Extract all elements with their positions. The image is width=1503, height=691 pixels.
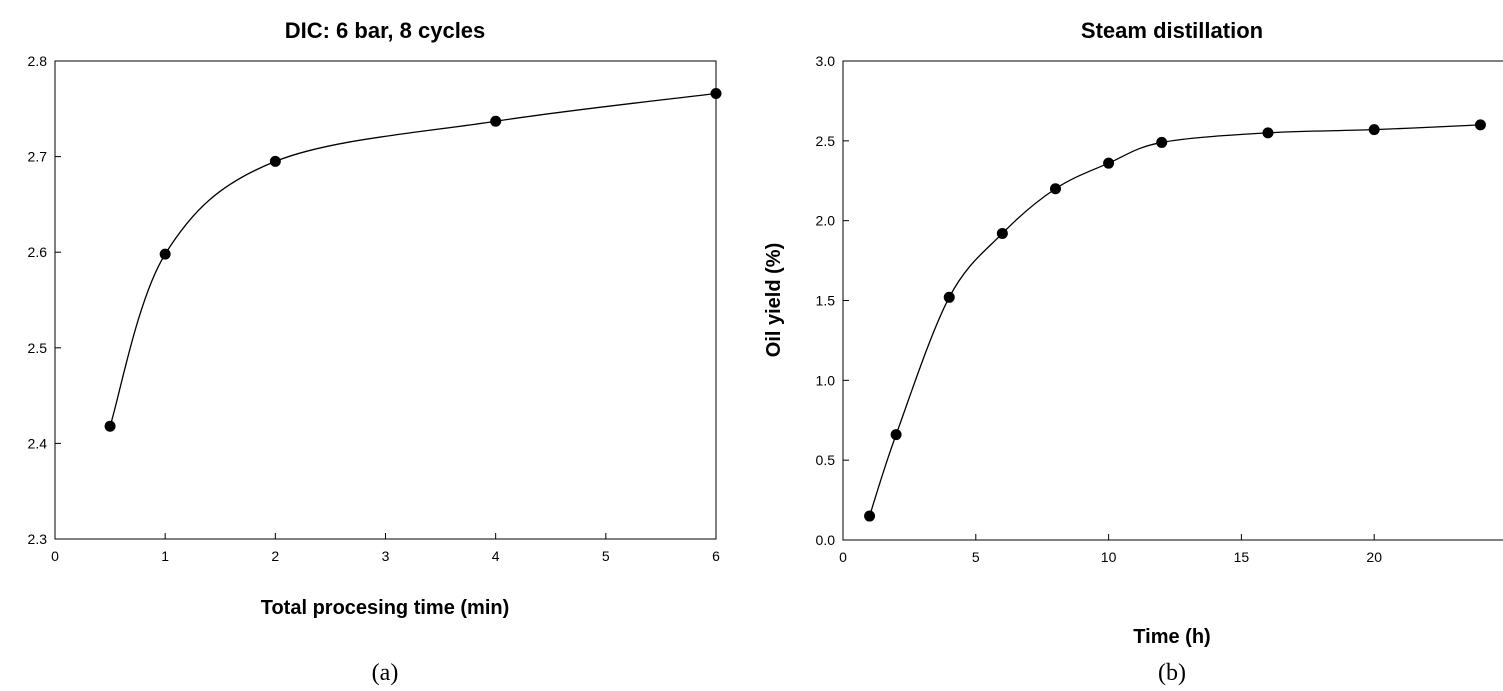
panel-a-x-tick-label: 6 (712, 548, 720, 564)
panel-b-data-point (890, 429, 902, 441)
panel-b-data-point (1368, 124, 1380, 136)
panel-a-data-point (104, 420, 116, 432)
panel-b-data-point (943, 291, 955, 303)
panel-a-x-tick-label: 2 (271, 548, 279, 564)
panel-b-data-point (1049, 183, 1061, 195)
panel-a-title: DIC: 6 bar, 8 cycles (285, 18, 486, 43)
panel-a-y-tick-label: 2.4 (28, 435, 48, 451)
panel-a-caption: (a) (372, 660, 399, 686)
panel-b-title: Steam distillation (1081, 18, 1263, 43)
panel-a-x-tick-label: 5 (602, 548, 610, 564)
panel-b-y-tick-label: 0.5 (816, 452, 836, 468)
panel-b-y-tick-label: 1.0 (816, 372, 836, 388)
panel-b-x-tick-label: 10 (1101, 549, 1117, 565)
panel-b-data-point (864, 510, 876, 522)
panel-b-plot-frame (842, 60, 1503, 541)
panel-a-y-tick-label: 2.6 (28, 244, 48, 260)
panel-b-y-tick-label: 1.5 (816, 293, 836, 309)
panel-b-x-tick-label: 20 (1366, 549, 1382, 565)
panel-b-x-tick-label: 15 (1234, 549, 1250, 565)
panel-a-data-point (490, 115, 502, 127)
panel-b-y-tick-label: 3.0 (816, 53, 836, 69)
panel-a-y-tick-label: 2.3 (28, 531, 48, 547)
panel-a-y-tick-label: 2.7 (28, 149, 48, 165)
panel-b-x-tick-label: 5 (972, 549, 980, 565)
panel-b-data-point (1103, 157, 1115, 169)
panel-a: DIC: 6 bar, 8 cycles 0 1 2 3 4 5 6 2.3 2.4 2.5 2.6… (28, 18, 722, 686)
panel-b-data-point (996, 227, 1008, 239)
panel-a-y-tick-label: 2.8 (28, 53, 48, 69)
panel-b: Steam distillation 0510152020.00.51.01.5… (763, 18, 1503, 686)
panel-b-y-tick-label: 2.0 (816, 213, 836, 229)
panel-a-data-point (269, 155, 281, 167)
panel-a-x-tick-label: 0 (51, 548, 59, 564)
panel-a-x-tick-label: 1 (161, 548, 169, 564)
panel-a-x-tick-label: 3 (382, 548, 390, 564)
panel-b-data-point (1262, 127, 1274, 139)
panel-b-caption: (b) (1158, 660, 1186, 686)
panel-a-fit-curve (109, 92, 717, 427)
panel-b-data-point (1156, 136, 1168, 148)
panel-a-y-tick-label: 2.5 (28, 340, 48, 356)
panel-a-plot-frame (54, 60, 717, 540)
panel-b-y-tick-label: 0.0 (816, 532, 836, 548)
panel-b-y-axis-label: Oil yield (%) (763, 243, 785, 357)
panel-a-x-axis-label: Total procesing time (min) (261, 597, 510, 619)
panel-b-y-tick-label: 2.5 (816, 133, 836, 149)
panel-b-x-tick-label: 0 (839, 549, 847, 565)
panel-a-data-point (159, 248, 171, 260)
panel-a-x-tick-label: 4 (492, 548, 500, 564)
panel-b-data-point (1474, 119, 1486, 131)
panel-b-x-axis-label: Time (h) (1133, 626, 1210, 648)
panel-b-fit-curve (868, 124, 1481, 517)
